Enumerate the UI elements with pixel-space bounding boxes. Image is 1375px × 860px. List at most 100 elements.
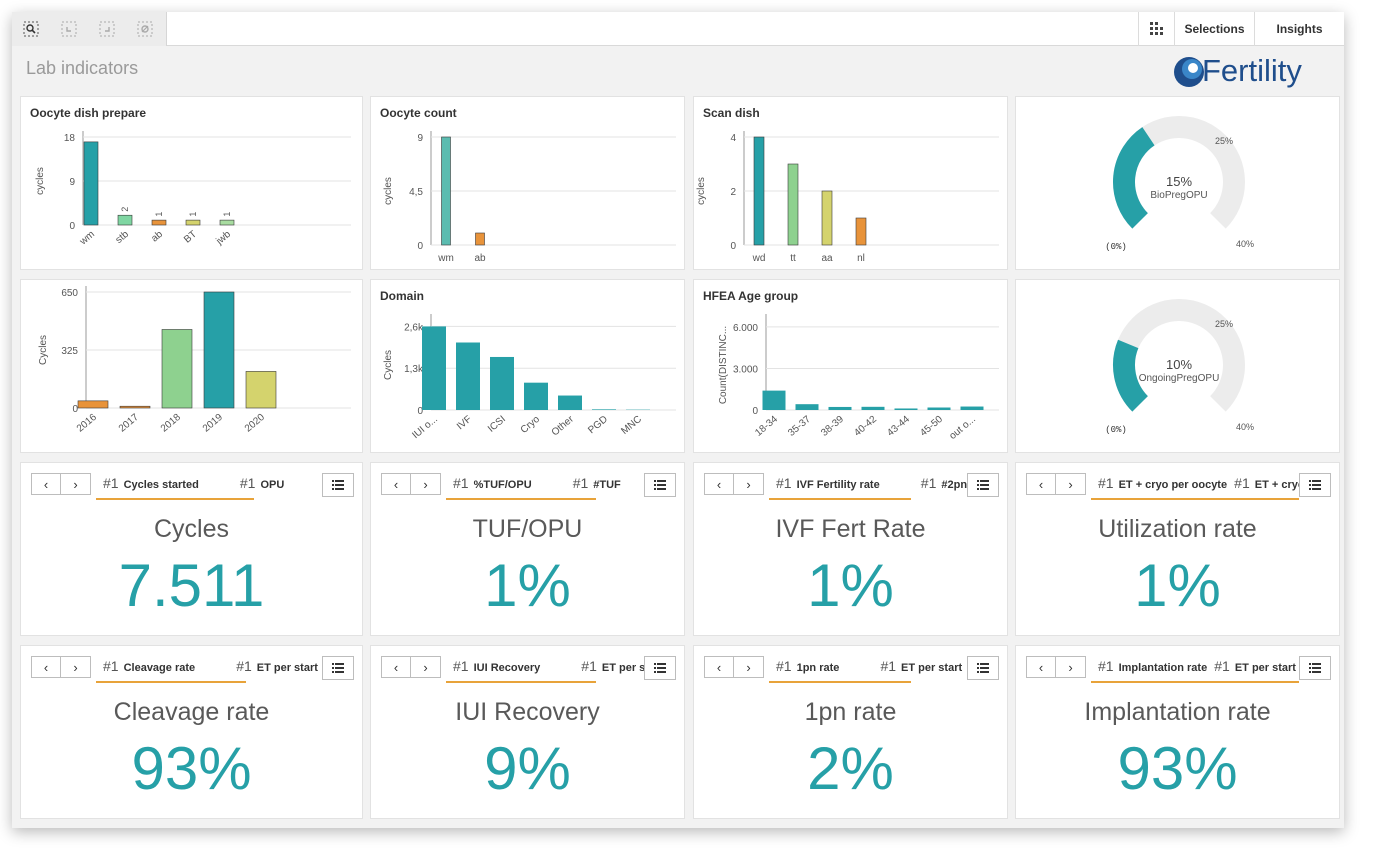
next-button[interactable]: › [734,473,764,495]
kpi-card[interactable]: ‹ › #1 IUI Recovery #1 ET per start IUI Re… [370,645,685,819]
bar[interactable] [203,291,235,409]
kpi-value: 9% [484,735,571,802]
list-menu-button[interactable] [322,473,354,497]
bar[interactable] [861,406,885,410]
ongoing-preg-opu-gauge[interactable]: 10% OngoingPregOPU (0%) 25% 40% [1015,279,1340,453]
bar[interactable] [894,408,918,410]
bar[interactable] [475,232,485,246]
bar[interactable] [795,404,819,410]
oocyte-dish-prepare-chart[interactable]: Oocyte dish prepare 18 9 0 cycles wm 2 stb 1 ab 1… [20,96,363,270]
next-button[interactable]: › [61,656,91,678]
bio-preg-opu-gauge[interactable]: 15% BioPregOPU (0%) 25% 40% [1015,96,1340,270]
kpi-tab-1[interactable]: #1 %TUF/OPU [453,475,532,491]
bar[interactable] [441,136,451,246]
list-menu-button[interactable] [644,473,676,497]
bar[interactable] [960,406,984,410]
grid-button[interactable] [1138,12,1174,46]
bar-value-label: 2 [120,207,130,212]
bar[interactable] [185,219,201,226]
bar[interactable] [787,163,799,246]
prev-button[interactable]: ‹ [31,473,61,495]
next-button[interactable]: › [61,473,91,495]
kpi-card[interactable]: ‹ › #1 ET + cryo per oocyte #1 ET + cryo U… [1015,462,1340,636]
kpi-tab-2[interactable]: #1 ET per start [236,658,318,674]
bar[interactable] [219,219,235,226]
next-button[interactable]: › [1056,473,1086,495]
list-menu-button[interactable] [1299,473,1331,497]
kpi-tab-1[interactable]: #1 ET + cryo per oocyte [1098,475,1227,491]
kpi-tab-1[interactable]: #1 1pn rate [776,658,839,674]
x-tick-label: Other [550,413,577,438]
prev-button[interactable]: ‹ [1026,656,1056,678]
domain-chart[interactable]: Domain 2,6k 1,3k 0 Cycles IUI o... IVF ICSI Cry… [370,279,685,453]
bar[interactable] [117,214,133,226]
list-menu-button[interactable] [644,656,676,680]
next-button[interactable]: › [734,656,764,678]
hfea-age-group-chart[interactable]: HFEA Age group 6.000 3.000 0 Count(DISTINC.… [693,279,1008,453]
prev-button[interactable]: ‹ [704,656,734,678]
tab-rank: #1 [1098,658,1114,674]
bar[interactable] [524,382,548,410]
kpi-tab-2[interactable]: #1 ET + cryo [1234,475,1304,491]
y-tick-label: 2 [730,187,736,198]
prev-button[interactable]: ‹ [1026,473,1056,495]
kpi-card[interactable]: ‹ › #1 1pn rate #1 ET per start 1pn rate 2… [693,645,1008,819]
kpi-tab-1[interactable]: #1 Cycles started [103,475,199,491]
kpi-card[interactable]: ‹ › #1 Cycles started #1 OPU Cycles 7.511 [20,462,363,636]
kpi-tab-2[interactable]: #1 OPU [240,475,284,491]
bar[interactable] [161,329,193,409]
kpi-tab-2[interactable]: #1 #TUF [573,475,621,491]
smart-search-button[interactable] [12,12,50,46]
next-button[interactable]: › [411,473,441,495]
clear-selections-button[interactable] [126,12,164,46]
next-button[interactable]: › [1056,656,1086,678]
kpi-tab-1[interactable]: #1 Cleavage rate [103,658,195,674]
bar[interactable] [83,141,99,226]
bar[interactable] [77,400,109,409]
kpi-card[interactable]: ‹ › #1 %TUF/OPU #1 #TUF TUF/OPU 1% [370,462,685,636]
prev-button[interactable]: ‹ [31,656,61,678]
kpi-tab-1[interactable]: #1 Implantation rate [1098,658,1207,674]
kpi-tab-2[interactable]: #1 #2pn [921,475,967,491]
next-button[interactable]: › [411,656,441,678]
bar[interactable] [855,217,867,246]
bar[interactable] [456,342,480,411]
kpi-label: IVF Fert Rate [775,515,926,543]
prev-button[interactable]: ‹ [381,473,411,495]
bar[interactable] [151,219,167,226]
oocyte-count-chart[interactable]: Oocyte count 9 4,5 0 cycles wm ab [370,96,685,270]
selections-button[interactable]: Selections [1174,12,1254,46]
bar[interactable] [558,395,582,410]
bar[interactable] [422,326,446,410]
kpi-tab-1[interactable]: #1 IUI Recovery [453,658,540,674]
kpi-card[interactable]: ‹ › #1 Implantation rate #1 ET per start I… [1015,645,1340,819]
list-menu-button[interactable] [967,656,999,680]
kpi-card[interactable]: ‹ › #1 Cleavage rate #1 ET per start Cleav… [20,645,363,819]
bar[interactable] [753,136,765,246]
step-back-button[interactable] [50,12,88,46]
list-menu-button[interactable] [322,656,354,680]
y-tick-label: 0 [72,404,78,415]
scan-dish-chart[interactable]: Scan dish 4 2 0 cycles wd tt aa nl [693,96,1008,270]
list-menu-button[interactable] [1299,656,1331,680]
list-menu-button[interactable] [967,473,999,497]
kpi-tab-2[interactable]: #1 ET per start [1214,658,1296,674]
bar[interactable] [762,390,786,410]
bar[interactable] [828,406,852,410]
chevron-left-icon: ‹ [43,659,49,675]
bar[interactable] [592,409,616,410]
prev-button[interactable]: ‹ [381,656,411,678]
step-forward-button[interactable] [88,12,126,46]
bar[interactable] [927,407,951,410]
kpi-tab-2[interactable]: #1 ET per start [880,658,962,674]
kpi-card[interactable]: ‹ › #1 IVF Fertility rate #1 #2pn IVF Fert… [693,462,1008,636]
bar[interactable] [245,371,277,409]
insights-button[interactable]: Insights [1254,12,1344,46]
kpi-tab-1[interactable]: #1 IVF Fertility rate [776,475,880,491]
prev-button[interactable]: ‹ [704,473,734,495]
bar[interactable] [821,190,833,246]
cycles-per-year-chart[interactable]: 650 325 0 Cycles 2016 2017 2018 2019 2020 [20,279,363,453]
bar[interactable] [119,405,151,409]
y-tick-label: 6.000 [733,323,758,334]
bar[interactable] [490,356,514,410]
